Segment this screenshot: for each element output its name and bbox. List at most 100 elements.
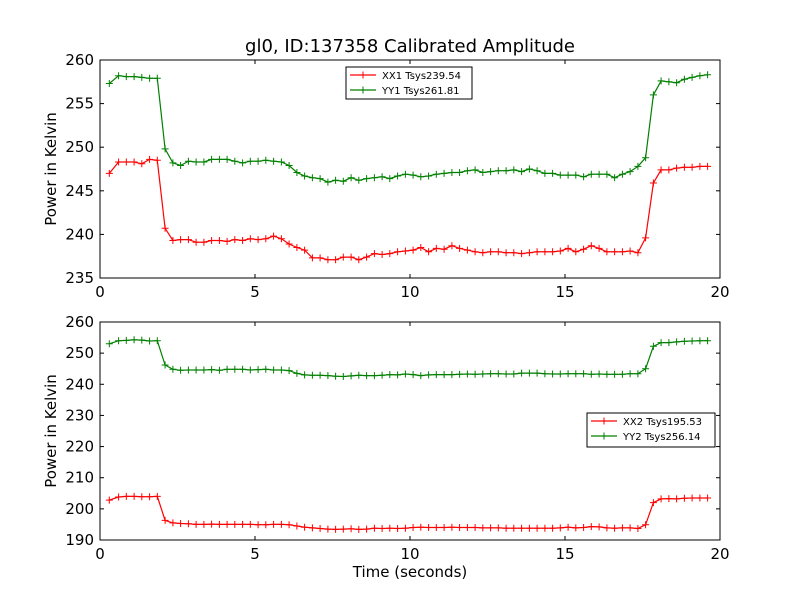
data-point [308, 371, 316, 379]
y-tick-label: 245 [65, 182, 94, 200]
data-point [587, 523, 595, 531]
data-point [549, 169, 557, 177]
data-point [541, 248, 549, 256]
data-point [448, 169, 456, 176]
data-point [146, 74, 154, 82]
data-point [471, 248, 479, 256]
data-point [239, 520, 247, 528]
data-point [673, 164, 681, 172]
data-point [370, 372, 378, 380]
legend-marker [359, 86, 367, 94]
data-point [363, 253, 371, 261]
data-point [347, 525, 355, 533]
data-point [394, 248, 402, 256]
series-2-2 [105, 336, 712, 380]
data-point [556, 370, 564, 378]
data-point [626, 168, 634, 176]
data-point [115, 72, 123, 80]
data-point [130, 336, 138, 344]
data-point [556, 247, 564, 255]
y-tick-label: 210 [65, 469, 94, 487]
data-point [518, 369, 526, 377]
data-point [332, 256, 340, 264]
data-point [363, 525, 371, 533]
data-point [603, 370, 611, 378]
x-tick-label: 20 [710, 545, 729, 563]
data-point [657, 339, 665, 347]
data-point [270, 232, 278, 240]
data-point [215, 155, 223, 163]
data-point [115, 337, 123, 345]
x-tick-label: 5 [250, 545, 260, 563]
data-point [425, 524, 433, 531]
data-point [208, 237, 216, 244]
y-tick-label: 250 [65, 344, 94, 362]
data-point [386, 524, 394, 532]
data-point [487, 370, 495, 378]
data-point [425, 248, 433, 256]
y-axis-label: Power in Kelvin [42, 112, 60, 226]
data-point [432, 170, 440, 178]
data-point [301, 172, 309, 180]
data-point [285, 521, 293, 529]
legend: XX2 Tsys195.53 YY2 Tsys256.14 [586, 412, 716, 448]
data-point [463, 167, 471, 175]
data-point [177, 162, 185, 169]
data-point [564, 523, 572, 531]
data-point [239, 237, 247, 244]
data-point [378, 371, 386, 379]
data-point [425, 371, 433, 379]
legend-box [586, 412, 716, 448]
data-point [556, 524, 564, 532]
data-point [696, 337, 704, 345]
data-point [704, 71, 712, 79]
data-point [316, 175, 324, 183]
data-point [649, 499, 657, 507]
data-point [277, 158, 285, 166]
data-point [153, 156, 161, 164]
data-point [494, 167, 502, 175]
data-point [603, 524, 611, 532]
data-point [487, 248, 495, 256]
legend-marker [359, 71, 367, 79]
data-point [595, 523, 603, 531]
data-point [370, 174, 378, 182]
data-point [355, 256, 363, 264]
data-point [595, 370, 603, 378]
legend: XX1 Tsys239.54 YY1 Tsys261.81 [345, 66, 473, 100]
y-tick-label: 255 [65, 95, 94, 113]
data-point [479, 169, 487, 176]
data-point [262, 521, 270, 529]
data-point [611, 248, 619, 256]
data-point [177, 520, 185, 527]
legend-entry: YY2 Tsys256.14 [622, 432, 701, 443]
data-point [580, 245, 588, 253]
data-point [324, 525, 332, 533]
data-point [347, 174, 355, 182]
data-point [339, 177, 347, 185]
data-point [231, 157, 239, 165]
data-point [673, 495, 681, 503]
data-point [417, 244, 425, 251]
data-point [611, 370, 619, 378]
data-point [105, 496, 113, 504]
data-point [138, 336, 146, 344]
data-point [277, 235, 285, 243]
y-tick-label: 230 [65, 406, 94, 424]
data-point [680, 163, 688, 171]
data-point [665, 339, 673, 347]
data-point [417, 523, 425, 531]
data-point [425, 172, 433, 180]
data-point [401, 524, 409, 532]
data-point [254, 366, 262, 374]
data-point [192, 520, 200, 528]
x-tick-label: 0 [95, 283, 105, 301]
data-point [502, 370, 510, 378]
data-point [262, 235, 270, 243]
data-point [642, 234, 650, 242]
data-point [626, 247, 634, 255]
data-point [680, 75, 688, 83]
data-point [223, 155, 231, 163]
data-point [564, 370, 572, 378]
data-point [308, 254, 316, 262]
